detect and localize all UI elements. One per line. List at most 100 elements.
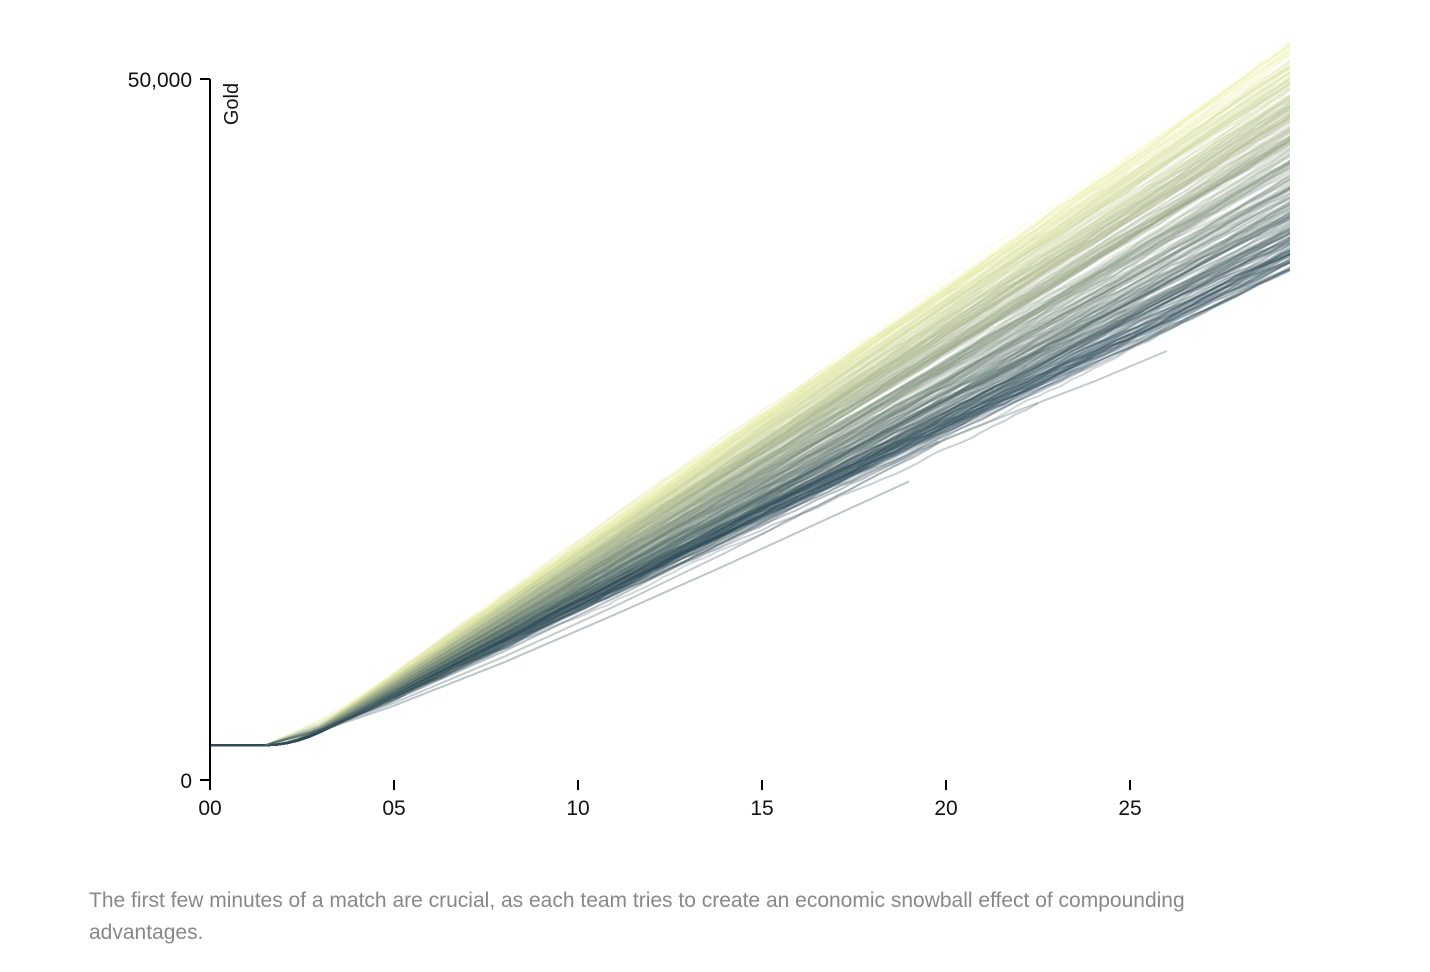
gold-line <box>210 187 1290 747</box>
gold-line <box>210 140 1290 747</box>
gold-line <box>210 233 1028 747</box>
gold-line <box>210 309 1127 747</box>
gold-line <box>210 170 1290 747</box>
gold-line <box>210 274 1116 747</box>
gold-line <box>210 83 1290 747</box>
gold-series-line <box>210 333 1131 747</box>
gold-line <box>210 402 884 747</box>
gold-series-line <box>210 350 1168 747</box>
gold-line <box>210 207 1290 747</box>
gold-line <box>210 86 1290 747</box>
gold-line <box>210 193 1290 747</box>
gold-line <box>210 66 1290 747</box>
gold-line <box>210 255 1290 747</box>
gold-line <box>210 153 1290 747</box>
gold-line <box>210 219 1050 747</box>
gold-series-line <box>210 151 1290 747</box>
gold-line <box>210 269 1290 747</box>
gold-line <box>210 80 1290 747</box>
gold-line <box>210 252 1290 747</box>
gold-line <box>210 93 1290 747</box>
gold-line <box>210 252 1290 747</box>
gold-line <box>210 241 1290 747</box>
gold-line <box>210 126 1290 747</box>
gold-line <box>210 440 940 747</box>
gold-line <box>210 179 1290 747</box>
gold-line <box>210 266 1290 747</box>
gold-line <box>210 106 1290 747</box>
gold-line <box>210 82 1290 747</box>
gold-line <box>210 223 1290 747</box>
gold-line <box>210 322 984 747</box>
gold-line <box>210 100 1290 747</box>
gold-line <box>210 148 1290 747</box>
gold-line <box>210 89 1290 747</box>
gold-line <box>210 59 1290 747</box>
gold-line <box>210 94 1290 747</box>
gold-line <box>210 160 1290 747</box>
gold-series-line <box>210 230 1290 747</box>
gold-line <box>210 347 1072 747</box>
gold-line <box>210 140 1290 747</box>
gold-line <box>210 284 1039 747</box>
gold-line <box>210 70 1290 747</box>
gold-line <box>210 364 1028 747</box>
gold-line <box>210 268 1290 747</box>
gold-line <box>210 182 1290 747</box>
gold-line <box>210 172 1290 747</box>
gold-line <box>210 195 1290 747</box>
gold-line <box>210 243 1290 747</box>
gold-line <box>210 227 1290 747</box>
gold-line <box>210 86 1290 747</box>
gold-line <box>210 159 1290 747</box>
gold-line <box>210 143 1290 747</box>
gold-line <box>210 137 1290 747</box>
y-tick-label: 50,000 <box>128 69 192 92</box>
gold-line <box>210 138 1290 747</box>
gold-line <box>210 82 1290 747</box>
gold-line <box>210 231 1290 747</box>
gold-line <box>210 250 1290 747</box>
gold-line <box>210 97 1290 747</box>
gold-line <box>210 214 1290 747</box>
gold-line <box>210 78 1290 747</box>
gold-line <box>210 165 1290 747</box>
gold-line <box>210 139 1290 747</box>
gold-line <box>210 195 1290 747</box>
gold-line <box>210 214 1290 747</box>
gold-line <box>210 146 1290 747</box>
gold-line <box>210 127 1290 747</box>
gold-line <box>210 160 1290 747</box>
gold-line <box>210 228 1290 747</box>
gold-line <box>210 402 1039 747</box>
gold-line <box>210 238 1290 747</box>
gold-line <box>210 49 1290 747</box>
gold-line <box>210 252 1290 747</box>
gold-line <box>210 52 1290 747</box>
gold-line <box>210 231 1290 747</box>
x-tick-label: 05 <box>382 797 405 820</box>
gold-line <box>210 257 1290 747</box>
gold-line <box>210 253 1290 747</box>
gold-line <box>210 207 1290 747</box>
gold-line <box>210 71 1290 747</box>
gold-line <box>210 62 1290 747</box>
gold-line <box>210 263 1138 747</box>
gold-line <box>210 142 1290 747</box>
gold-line <box>210 115 1290 747</box>
gold-line <box>210 223 1290 747</box>
gold-line <box>210 184 1290 747</box>
gold-line <box>210 232 1290 747</box>
gold-line <box>210 252 1290 747</box>
gold-line <box>210 154 1290 747</box>
gold-line <box>210 76 1290 747</box>
gold-line <box>210 210 1290 747</box>
gold-line <box>210 43 1290 747</box>
gold-line <box>210 166 1290 747</box>
gold-line <box>210 114 1290 747</box>
gold-line <box>210 65 1290 747</box>
gold-line <box>210 128 1290 747</box>
gold-line <box>210 232 1290 747</box>
gold-line <box>210 287 1160 747</box>
gold-line <box>210 161 1290 747</box>
